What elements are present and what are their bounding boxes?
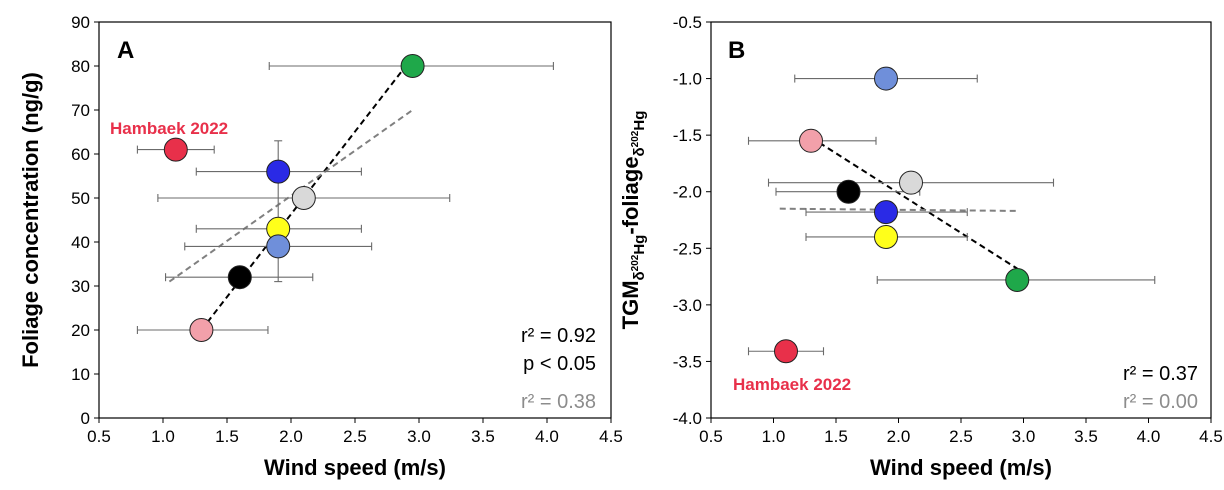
panel-b-data-point	[874, 200, 898, 225]
panel-b-y-tick-label: -4.0	[673, 409, 702, 428]
panel-b-fit-lines	[779, 136, 1018, 270]
panel-a-y-tick-label: 80	[71, 57, 90, 76]
panel-b-points	[774, 66, 1030, 364]
panel-a-x-tick-label: 3.0	[407, 427, 431, 446]
panel-a-data-point	[400, 54, 425, 78]
panel-a-x-ticks: 0.5 1.0 1.5 2.0 2.5 3.0 3.5 4.0 4.5	[87, 418, 623, 446]
panel-b-y-tick-label: -1.5	[673, 126, 702, 145]
panel-b-x-tick-label: 2.0	[887, 427, 911, 446]
panel-a-y-tick-label: 20	[71, 321, 90, 340]
panel-a-r2-black: r² = 0.92	[521, 325, 596, 347]
panel-a-y-tick-label: 90	[71, 13, 90, 32]
panel-b-x-ticks: 0.5 1.0 1.5 2.0 2.5 3.0 3.5 4.0 4.5	[699, 418, 1223, 446]
panel-b-y-title-part: TGM	[618, 280, 643, 329]
panel-b-y-title-part: δ	[631, 147, 648, 156]
panel-b-data-point	[799, 128, 823, 153]
panel-b-data-point	[836, 179, 861, 204]
panel-a-y-tick-label: 0	[81, 409, 90, 428]
panel-a-error-bars	[136, 62, 554, 334]
panel-a-data-point	[266, 234, 291, 259]
panel-b-x-tick-label: 3.0	[1012, 427, 1036, 446]
panel-b-y-title-part: Hg	[631, 111, 648, 131]
panel-a-y-axis-title: Foliage concentration (ng/g)	[18, 72, 43, 368]
panel-b-x-tick-label: 4.5	[1199, 427, 1223, 446]
panel-b-data-point	[1005, 267, 1030, 292]
panel-b-fit-line-gray	[779, 207, 1018, 212]
panel-a-hambaek-label: Hambaek 2022	[110, 119, 228, 138]
panel-a-x-tick-label: 2.0	[279, 427, 303, 446]
panel-b-data-point	[874, 66, 898, 91]
panel-a-y-tick-label: 10	[71, 365, 90, 384]
panel-b-x-tick-label: 1.0	[762, 427, 786, 446]
panel-b-x-axis-title: Wind speed (m/s)	[870, 455, 1052, 480]
panel-a-x-tick-label: 1.0	[151, 427, 175, 446]
panel-b-y-tick-label: -3.5	[673, 352, 702, 371]
panel-a-y-tick-label: 50	[71, 189, 90, 208]
panel-a-data-point	[189, 318, 214, 342]
panel-b-y-tick-label: -0.5	[673, 13, 702, 32]
panel-b-y-title-part: -foliage	[618, 156, 643, 234]
panel-a-y-tick-label: 70	[71, 101, 90, 120]
panel-b-y-title-part: δ	[631, 271, 648, 280]
panel-b-error-bars	[747, 74, 1156, 356]
panel-b-x-tick-label: 2.5	[949, 427, 973, 446]
panel-b-x-tick-label: 0.5	[699, 427, 723, 446]
panel-b-data-point	[774, 339, 798, 364]
panel-b-x-tick-label: 4.0	[1137, 427, 1161, 446]
panel-a-x-tick-label: 2.5	[343, 427, 367, 446]
panel-b-x-tick-label: 3.5	[1074, 427, 1098, 446]
panel-a-x-tick-label: 4.5	[599, 427, 623, 446]
panel-b-y-axis-title: TGMδ202Hg-foliageδ202Hg	[618, 111, 648, 330]
panel-b-y-tick-label: -2.5	[673, 239, 702, 258]
panel-a-letter: A	[117, 37, 134, 64]
panel-b-r2-gray: r² = 0.00	[1123, 391, 1198, 413]
panel-a-p-value: p < 0.05	[523, 353, 596, 375]
panel-b-r2-black: r² = 0.37	[1123, 363, 1198, 385]
panel-a-fit-lines	[168, 56, 414, 331]
panel-b-x-tick-label: 1.5	[824, 427, 848, 446]
panel-a-data-point	[227, 265, 252, 290]
panel-b-y-title-part: 202	[630, 254, 641, 271]
panel-a-data-point	[291, 186, 316, 210]
panel-a-x-axis-title: Wind speed (m/s)	[264, 455, 446, 480]
panel-b-data-point	[874, 224, 898, 249]
panel-a-r2-gray: r² = 0.38	[521, 391, 596, 413]
panel-b-letter: B	[728, 37, 745, 64]
panel-a-data-point	[163, 137, 188, 162]
panel-a-x-tick-label: 4.0	[535, 427, 559, 446]
panel-b-fit-line-black	[810, 136, 1018, 270]
panel-a-data-point	[266, 159, 291, 184]
panel-a-y-tick-label: 30	[71, 277, 90, 296]
panel-a-x-tick-label: 3.5	[471, 427, 495, 446]
panel-a-x-tick-label: 0.5	[87, 427, 111, 446]
panel-a-y-ticks: 0 10 20 30 40 50 60 70 80 90	[71, 13, 99, 428]
panel-b-y-title-part: 202	[630, 130, 641, 147]
panel-a-points	[163, 54, 425, 342]
panel-b: -4.0 -3.5 -3.0 -2.5 -2.0 -1.5 -1.0 -0.5 0.5 1.0 1…	[618, 13, 1223, 480]
panel-b-y-tick-label: -1.0	[673, 70, 702, 89]
panel-b-y-ticks: -4.0 -3.5 -3.0 -2.5 -2.0 -1.5 -1.0 -0.5	[673, 13, 711, 428]
panel-a: 0 10 20 30 40 50 60 70 80 90 0.5 1.0 1.5 2.0 2.5 3.0 3.…	[18, 13, 623, 480]
panel-b-y-tick-label: -2.0	[673, 183, 702, 202]
panel-a-x-tick-label: 1.5	[215, 427, 239, 446]
panel-a-y-tick-label: 60	[71, 145, 90, 164]
panel-b-y-title-part: Hg	[631, 235, 648, 255]
panel-b-y-tick-label: -3.0	[673, 296, 702, 315]
panel-b-data-point	[899, 170, 923, 195]
panel-a-y-tick-label: 40	[71, 233, 90, 252]
panel-b-hambaek-label: Hambaek 2022	[733, 375, 851, 394]
